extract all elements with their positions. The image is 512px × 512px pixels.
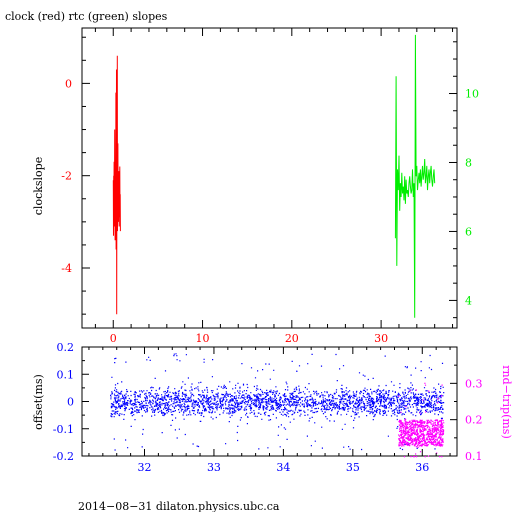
slopes-y-axis-label: clockslope (32, 157, 45, 215)
roundtrip-right-y-tick-label: 0.2 (465, 414, 483, 427)
offset-series (110, 353, 445, 451)
slopes-series (112, 34, 436, 318)
roundtrip-right-y-tick-label: 0.1 (465, 450, 483, 463)
slopes-left-y-tick-label: -2 (61, 170, 72, 183)
slopes-right-y-axis: 10 8 6 4 (449, 41, 479, 319)
footer-label: 2014−08−31 dilaton.physics.ubc.ca (78, 500, 280, 512)
offset-left-y-tick-label: 0.2 (57, 341, 75, 354)
slopes-title: clock (red) rtc (green) slopes (5, 10, 168, 23)
slopes-right-y-tick-label: 8 (465, 156, 472, 169)
offset-left-y-tick-label: 0 (67, 396, 74, 409)
offset-y-axis-label: offset(ms) (32, 374, 45, 430)
roundtrip-series (398, 382, 445, 458)
slopes-left-y-axis: 0 -2 -4 (61, 36, 90, 315)
roundtrip-right-y-tick-label: 0.3 (465, 377, 483, 390)
slopes-plot-frame (81, 27, 458, 329)
slopes-right-y-tick-label: 6 (465, 225, 472, 238)
offset-x-tick-label: 34 (276, 461, 290, 474)
slopes-right-y-tick-label: 10 (465, 88, 479, 101)
offset-x-tick-label: 33 (207, 461, 221, 474)
offset-x-axis: 32 33 34 35 36 (88, 347, 451, 474)
slopes-x-tick-label: 30 (374, 332, 388, 345)
offset-left-y-axis: 0.2 0.1 0 -0.1 -0.2 (53, 341, 89, 463)
slopes-left-y-tick-label: 0 (65, 77, 72, 90)
slopes-left-y-tick-label: -4 (61, 262, 72, 275)
rtc-slope-series (394, 34, 436, 318)
offset-left-y-tick-label: -0.2 (53, 450, 74, 463)
slopes-x-axis: 0 10 20 30 (94, 28, 454, 345)
slopes-right-y-tick-label: 4 (465, 294, 472, 307)
slopes-x-tick-label: 0 (110, 332, 117, 345)
offset-x-tick-label: 32 (138, 461, 152, 474)
offset-left-y-tick-label: -0.1 (53, 423, 74, 436)
roundtrip-right-y-axis: 0.3 0.2 0.1 (450, 346, 483, 463)
offset-left-y-tick-label: 0.1 (57, 368, 75, 381)
clock-slope-series (112, 55, 121, 315)
roundtrip-y-axis-label: rnd−trip(ms) (500, 365, 512, 439)
offset-x-tick-label: 35 (346, 461, 360, 474)
slopes-x-tick-label: 10 (196, 332, 210, 345)
offset-x-tick-label: 36 (415, 461, 429, 474)
slopes-x-tick-label: 20 (285, 332, 299, 345)
offset-points (110, 353, 445, 458)
